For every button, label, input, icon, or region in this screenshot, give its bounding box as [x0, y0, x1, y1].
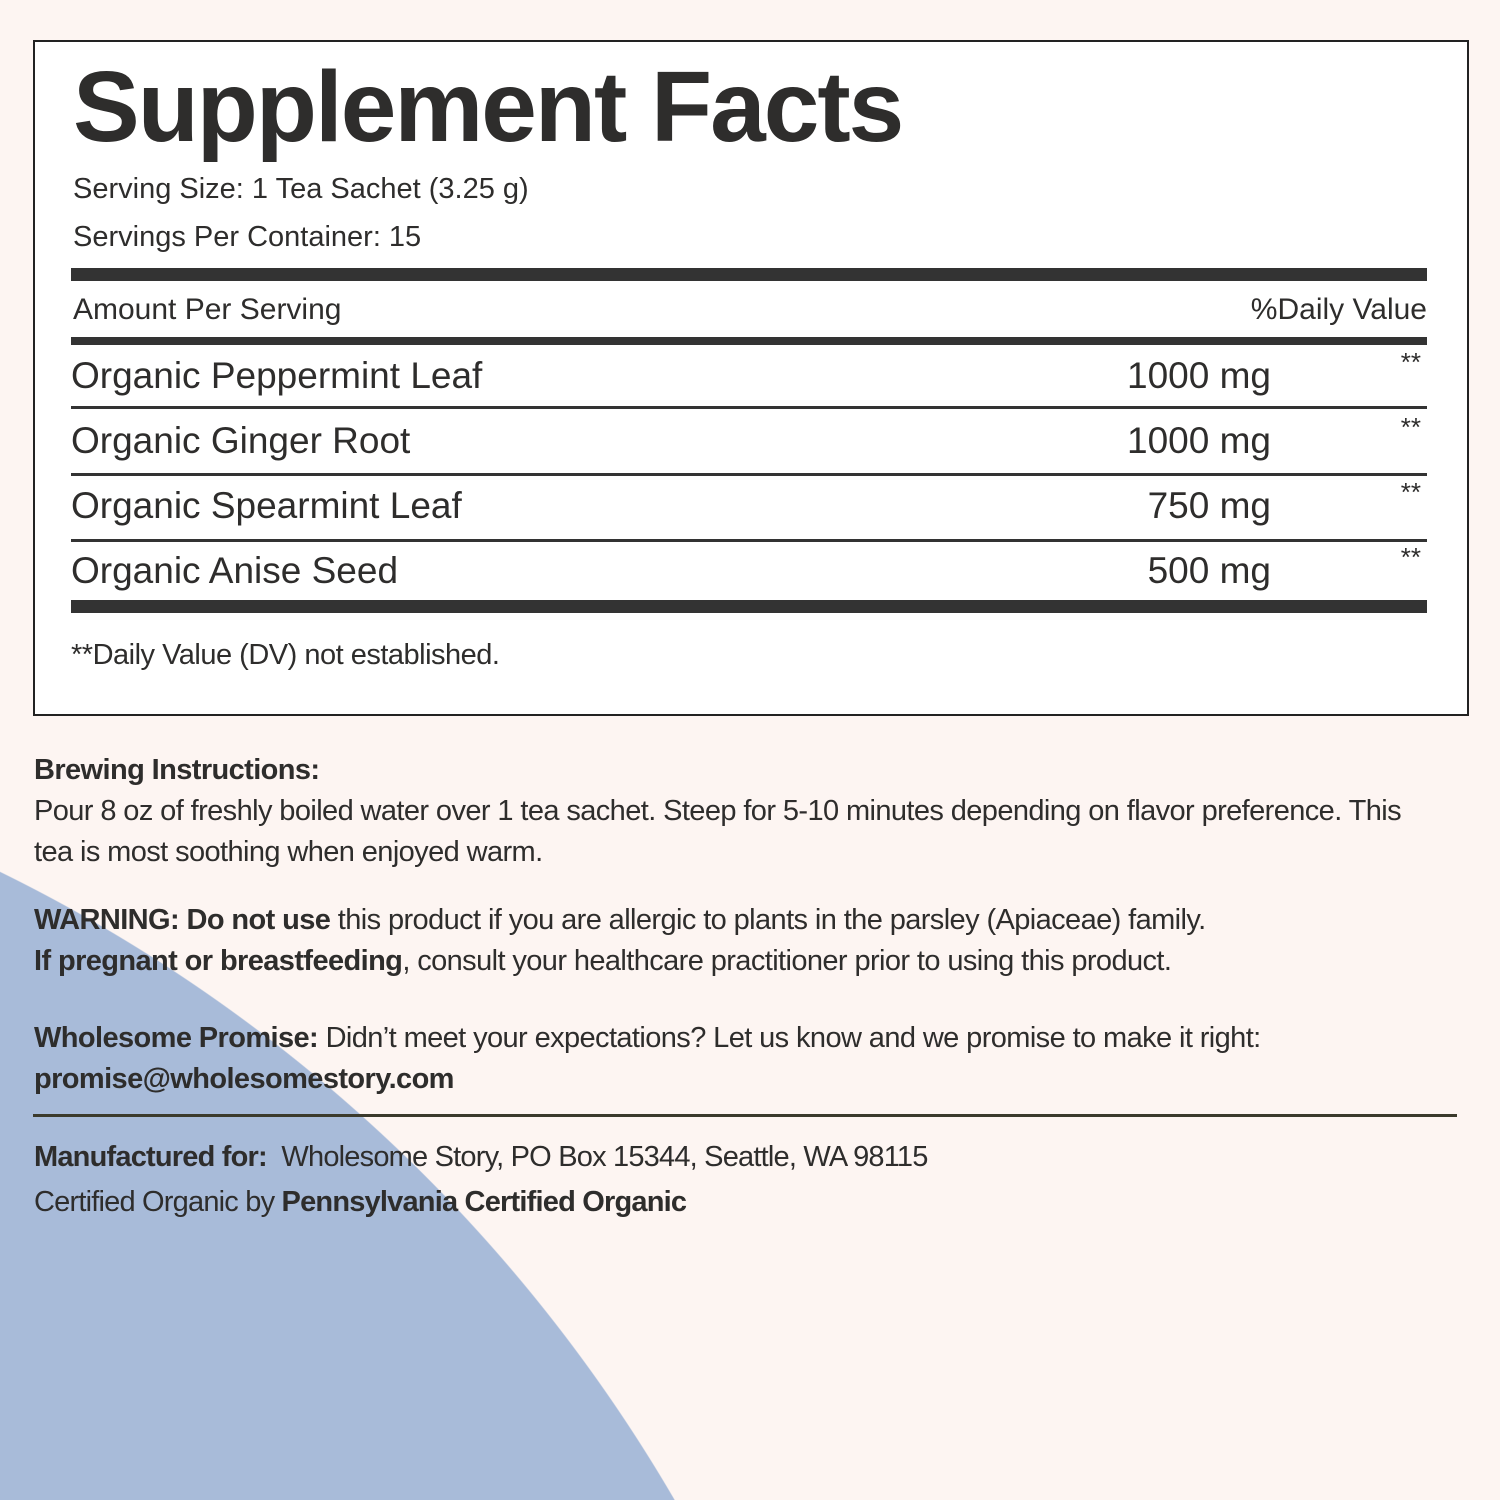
pregnancy-text: , consult your healthcare practitioner p…: [402, 945, 1172, 977]
ingredient-dv: **: [1400, 347, 1421, 377]
divider-medium: [71, 337, 1427, 345]
certification-prefix: Certified Organic by: [34, 1186, 282, 1218]
serving-size: Serving Size: 1 Tea Sachet (3.25 g): [73, 173, 529, 205]
manufacturer-label: Manufactured for:: [34, 1141, 268, 1173]
ingredient-name: Organic Spearmint Leaf: [71, 485, 462, 526]
brewing-label: Brewing Instructions:: [34, 754, 320, 786]
row-divider: [71, 473, 1427, 476]
panel-title: Supplement Facts: [73, 51, 904, 163]
pregnancy-label: If pregnant or breastfeeding: [34, 945, 403, 977]
ingredient-dv: **: [1400, 542, 1421, 572]
ingredient-dv: **: [1400, 412, 1421, 442]
ingredient-amount: 1000 mg: [1127, 355, 1271, 396]
warning-text: this product if you are allergic to plan…: [330, 904, 1206, 936]
divider-thick: [71, 600, 1427, 613]
ingredient-amount: 750 mg: [1147, 485, 1271, 526]
supplement-facts-panel: Supplement Facts Serving Size: 1 Tea Sac…: [33, 40, 1469, 716]
promise-text: Didn’t meet your expectations? Let us kn…: [318, 1022, 1262, 1054]
daily-value-header: %Daily Value: [1250, 293, 1427, 326]
warning: WARNING: Do not use this product if you …: [34, 900, 1434, 982]
promise-label: Wholesome Promise:: [34, 1022, 319, 1054]
ingredient-amount: 500 mg: [1147, 550, 1271, 591]
brewing-text: Pour 8 oz of freshly boiled water over 1…: [34, 795, 1402, 868]
warning-label: WARNING: Do not use: [34, 904, 331, 936]
promise-email[interactable]: promise@wholesomestory.com: [34, 1063, 454, 1095]
ingredient-name: Organic Peppermint Leaf: [71, 355, 483, 396]
ingredient-row: Organic Ginger Root 1000 mg **: [71, 410, 1427, 470]
ingredient-row: Organic Anise Seed 500 mg **: [71, 540, 1427, 600]
servings-per-container: Servings Per Container: 15: [73, 221, 422, 253]
manufacturer-info: Manufactured for: Wholesome Story, PO Bo…: [34, 1135, 1434, 1225]
dv-footnote: **Daily Value (DV) not established.: [71, 639, 500, 671]
amount-per-serving-header: Amount Per Serving: [73, 293, 342, 326]
manufacturer-address: Wholesome Story, PO Box 15344, Seattle, …: [266, 1141, 928, 1173]
brewing-instructions: Brewing Instructions: Pour 8 oz of fresh…: [34, 750, 1434, 873]
row-divider: [71, 539, 1427, 542]
ingredient-row: Organic Peppermint Leaf 1000 mg **: [71, 345, 1427, 405]
wholesome-promise: Wholesome Promise: Didn’t meet your expe…: [34, 1018, 1434, 1100]
ingredient-amount: 1000 mg: [1127, 420, 1271, 461]
section-divider: [33, 1114, 1457, 1117]
certification-body: Pennsylvania Certified Organic: [281, 1186, 688, 1218]
divider-thick: [71, 268, 1427, 281]
row-divider: [71, 406, 1427, 409]
ingredient-name: Organic Ginger Root: [71, 420, 411, 461]
ingredient-row: Organic Spearmint Leaf 750 mg **: [71, 475, 1427, 535]
ingredient-dv: **: [1400, 477, 1421, 507]
ingredient-name: Organic Anise Seed: [71, 550, 399, 591]
